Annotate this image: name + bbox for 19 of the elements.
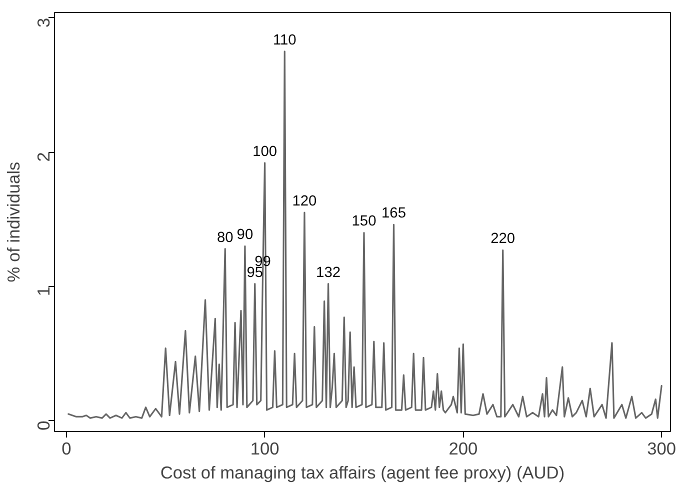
y-axis-title: % of individuals [4,161,24,282]
annotation: 80 [216,230,234,246]
annotation: 220 [490,231,516,248]
annotation: 150 [352,214,376,230]
x-tick-label: 100 [250,438,280,458]
annotation: 120 [292,194,317,210]
annotation: 165 [382,206,406,222]
x-axis-title: Cost of managing tax affairs (agent fee proxy) (AUD) [160,462,565,482]
x-tick-label: 300 [647,438,676,458]
y-tick-label: 3 [34,18,54,28]
y-tick-label: 0 [34,420,54,430]
annotation: 100 [252,144,278,160]
annotation: 110 [272,32,296,48]
annotation: 90 [236,227,254,244]
y-tick-label: 1 [34,286,54,296]
annotation: 132 [316,264,341,281]
x-tick-label: 200 [448,438,478,458]
y-tick-label: 2 [34,152,54,162]
x-tick-label: 0 [62,438,72,458]
